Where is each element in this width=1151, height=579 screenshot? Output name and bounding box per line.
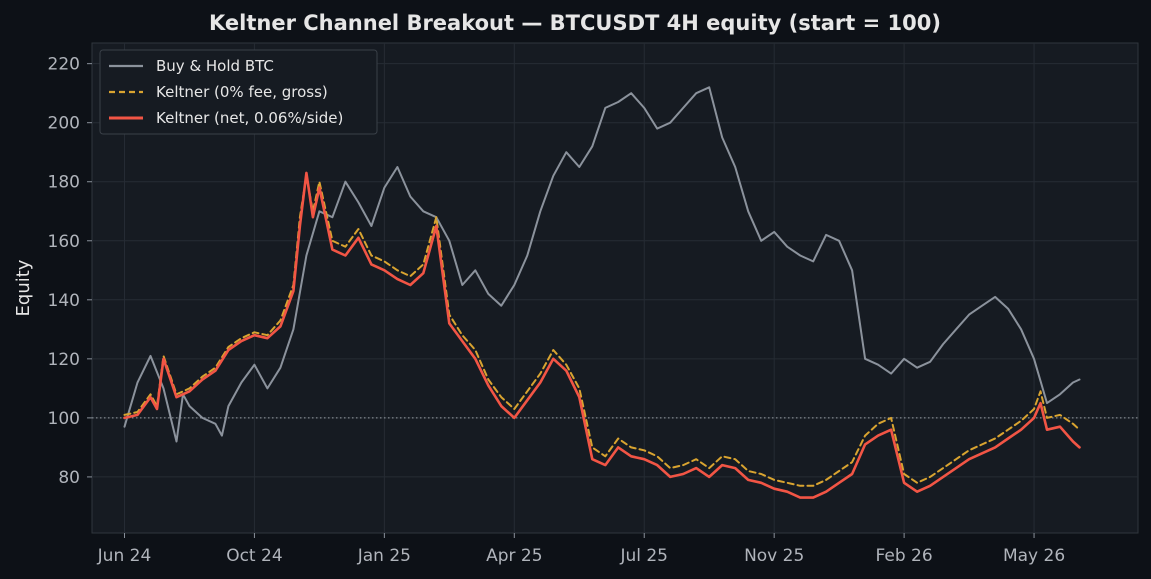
y-axis: 80 100 120 140 160 180 200 220 bbox=[48, 55, 92, 488]
x-tick-label: Oct 24 bbox=[226, 546, 282, 566]
series-line-0 bbox=[123, 86, 1081, 443]
legend: Buy & Hold BTC Keltner (0% fee, gross) Kel… bbox=[99, 49, 378, 135]
y-tick-label: 80 bbox=[58, 468, 80, 488]
series-lines bbox=[123, 86, 1081, 499]
y-tick-label: 220 bbox=[48, 55, 80, 75]
legend-label-2: Keltner (net, 0.06%/side) bbox=[156, 109, 343, 127]
x-tick-label: Feb 26 bbox=[876, 546, 933, 566]
series-line-1 bbox=[123, 174, 1081, 487]
x-tick-label: Jun 24 bbox=[97, 546, 152, 566]
x-tick-label: May 26 bbox=[1003, 546, 1065, 566]
y-tick-label: 160 bbox=[48, 232, 80, 252]
legend-label-0: Buy & Hold BTC bbox=[156, 57, 274, 75]
y-axis-label: Equity bbox=[13, 259, 34, 316]
y-tick-label: 120 bbox=[48, 350, 80, 370]
y-tick-label: 200 bbox=[48, 114, 80, 134]
x-tick-label: Nov 25 bbox=[744, 546, 804, 566]
x-tick-label: Apr 25 bbox=[486, 546, 542, 566]
x-tick-label: Jul 25 bbox=[619, 546, 668, 566]
y-tick-label: 100 bbox=[48, 409, 80, 429]
y-tick-label: 140 bbox=[48, 291, 80, 311]
legend-label-1: Keltner (0% fee, gross) bbox=[156, 83, 328, 101]
legend-box bbox=[99, 49, 378, 135]
series-line-2 bbox=[123, 171, 1081, 499]
x-axis: Jun 24 Oct 24 Jan 25 Apr 25 Jul 25 Nov 25 Feb … bbox=[97, 533, 1065, 566]
chart-title: Keltner Channel Breakout — BTCUSDT 4H eq… bbox=[209, 11, 941, 35]
y-tick-label: 180 bbox=[48, 173, 80, 193]
x-tick-label: Jan 25 bbox=[357, 546, 411, 566]
